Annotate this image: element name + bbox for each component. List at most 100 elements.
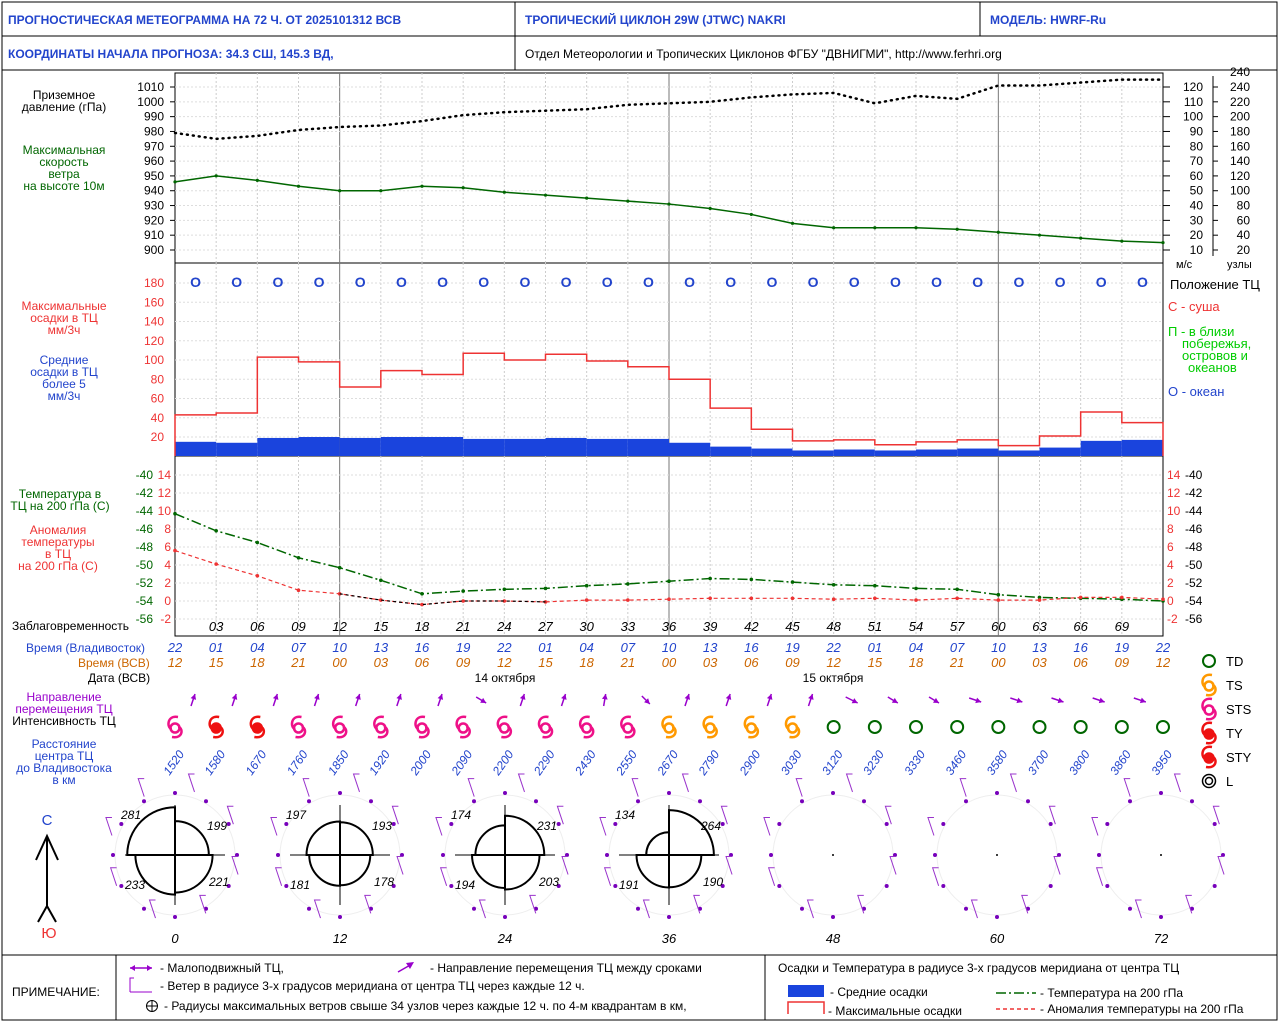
cyclone-ring [333,722,346,734]
time-utc: 06 [415,655,430,670]
header-model: МОДЕЛЬ: HWRF-Ru [990,13,1106,27]
header-coords: КООРДИНАТЫ НАЧАЛА ПРОГНОЗА: 34.3 СШ, 145… [8,47,334,61]
intensity-symbol [1156,720,1170,734]
distance-label: 2000 [407,747,435,778]
t200-tick-label: -48 [136,540,154,554]
label-wind-1: Максимальная [23,143,106,157]
position-mark: О [190,274,201,290]
wind-dot [204,799,208,804]
distance-label: 3950 [1148,747,1175,777]
direction-arrowhead [1098,697,1105,704]
wind-dot [503,915,507,919]
precip-tick-label: 100 [144,353,164,367]
svg-text:- Малоподвижный ТЦ,: - Малоподвижный ТЦ, [160,961,284,975]
wind-barb [720,805,728,825]
wind-knot-label: 100 [1230,184,1250,198]
lead-hour: 09 [291,619,305,634]
avg-precip-bar [298,437,340,456]
time-utc: 15 [209,655,224,670]
wind-barb [187,773,195,793]
t200-tick-label-right: -46 [1185,522,1203,536]
legend-max: - Максимальные осадки [828,1004,962,1018]
cyclone-ring [539,722,552,734]
distance-label: 3230 [860,747,887,777]
avg-precip-bar [380,437,422,456]
distance-label: 2670 [654,747,682,778]
intensity-symbol [909,720,923,734]
anom-point [790,596,795,601]
td-symbol [991,720,1006,734]
distance-label: 2200 [489,747,517,778]
radius-ne [504,814,546,856]
t200-tick-label-right: -50 [1185,558,1203,572]
wind-point [296,184,301,188]
compass: С Ю [35,812,59,942]
grid [175,73,1163,636]
direction-arrowhead [519,694,526,700]
position-mark: О [1013,274,1024,290]
legend-t200: - Температура на 200 гПа [1040,986,1183,1000]
anom-point [296,588,301,592]
position-mark: О [396,274,407,290]
time-vlad: 16 [1073,640,1088,655]
wind-knot-label: 140 [1230,154,1250,168]
anom-point [255,574,260,578]
wind-dot [636,799,640,804]
wind-barb [313,899,321,919]
wind-dot [893,853,897,857]
wind-ms-label: 60 [1190,169,1204,183]
avg-precip-bar [216,442,258,456]
anom-tick-label: 10 [158,504,172,518]
time-utc: 18 [579,655,594,670]
wind-dot [111,853,115,857]
l-symbol [1201,773,1217,789]
wind-ms-label: 20 [1190,228,1204,242]
t200-tick-label-right: -54 [1185,594,1203,608]
wind-barb [970,899,978,919]
header-org: Отдел Метеорологии и Тропических Циклоно… [525,47,1002,61]
cyclone-ring [1203,680,1215,692]
wind-barb [693,894,701,914]
time-utc: 18 [909,655,924,670]
label-anom-4: на 200 гПа (С) [18,559,98,573]
label-pos-o: О - океан [1168,384,1224,399]
l-symbol-inner [1204,776,1214,786]
wind-ms-label: 70 [1190,154,1204,168]
wind-dot [1097,853,1101,857]
anom-point [996,598,1001,602]
wind-point [626,199,630,203]
legend-type-label: STY [1226,750,1252,765]
td-symbol [867,720,882,734]
wind-barb [439,867,448,886]
t200-point [461,589,465,593]
time-utc: 03 [703,655,718,670]
radius-ne [174,820,210,856]
wind-dot [1048,884,1053,888]
avg-precip-bar [833,449,875,456]
direction-arrowhead [314,694,320,700]
note-direction: - Направление перемещения ТЦ между срока… [397,961,702,975]
lead-hour: 54 [909,619,923,634]
label-dir-2: перемещения ТЦ [15,702,112,716]
label-date: Дата (ВСВ) [88,671,150,685]
time-vlad: 13 [374,640,389,655]
wind-barb [1091,816,1099,836]
label-dist-2: центра ТЦ [35,749,94,763]
wind-barb [109,867,118,886]
wind-dot [556,822,561,826]
wind-point [873,226,877,230]
time-utc: 18 [250,655,265,670]
notes-title: ПРИМЕЧАНИЕ: [12,985,100,999]
wind-barb [556,805,564,825]
wind-barb [763,816,771,836]
radius-sw [635,854,670,889]
t200-point [543,586,548,591]
wind-dot [307,799,311,804]
wind-dot [338,915,342,919]
wind-point [667,202,671,206]
position-mark: О [643,274,654,290]
wind-series [173,174,1165,245]
t200-point [831,583,836,587]
position-mark: О [519,274,530,290]
cyclone-ring [416,722,428,734]
